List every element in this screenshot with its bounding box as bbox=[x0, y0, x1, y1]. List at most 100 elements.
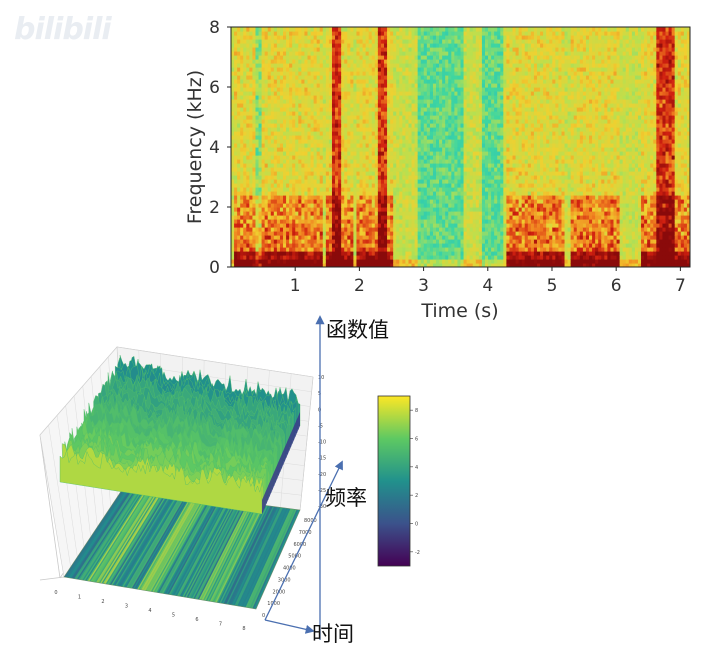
heatmap-cell bbox=[246, 35, 250, 40]
heatmap-cell bbox=[246, 219, 250, 224]
heatmap-cell bbox=[234, 187, 238, 192]
heatmap-cell bbox=[258, 43, 263, 48]
heatmap-cell bbox=[243, 259, 247, 264]
heatmap-cell bbox=[231, 207, 235, 212]
heatmap-cell bbox=[255, 111, 260, 116]
heatmap-cell bbox=[234, 135, 238, 140]
heatmap-cell bbox=[261, 215, 266, 220]
heatmap-cell bbox=[258, 239, 263, 244]
heatmap-cell bbox=[264, 99, 269, 104]
heatmap-cell bbox=[252, 163, 257, 168]
heatmap-cell bbox=[255, 59, 260, 64]
heatmap-cell bbox=[234, 163, 238, 168]
heatmap-cell bbox=[231, 239, 235, 244]
heatmap-cell bbox=[258, 171, 263, 176]
heatmap-cell bbox=[237, 223, 241, 228]
heatmap-cell bbox=[264, 79, 269, 84]
heatmap-cell bbox=[231, 255, 235, 260]
heatmap-cell bbox=[255, 67, 260, 72]
heatmap-cell bbox=[237, 103, 241, 108]
heatmap-cell bbox=[234, 227, 238, 232]
heatmap-cell bbox=[243, 183, 247, 188]
heatmap-cell bbox=[243, 103, 247, 108]
heatmap-cell bbox=[234, 235, 238, 240]
heatmap-cell bbox=[258, 259, 263, 264]
heatmap-cell bbox=[261, 139, 266, 144]
heatmap-cell bbox=[258, 103, 263, 108]
heatmap-cell bbox=[231, 103, 235, 108]
heatmap-cell bbox=[261, 211, 266, 216]
heatmap-cell bbox=[258, 107, 263, 112]
heatmap-cell bbox=[231, 111, 235, 116]
heatmap-cell bbox=[243, 35, 247, 40]
heatmap-cell bbox=[234, 115, 238, 120]
heatmap-cell bbox=[234, 51, 238, 56]
heatmap-cell bbox=[246, 231, 250, 236]
heatmap-cell bbox=[255, 135, 260, 140]
heatmap-cell bbox=[231, 63, 235, 68]
heatmap-cell bbox=[246, 39, 250, 44]
heatmap-cell bbox=[246, 107, 250, 112]
heatmap-cell bbox=[267, 223, 272, 228]
heatmap-cell bbox=[243, 203, 247, 208]
heatmap-cell bbox=[243, 75, 247, 80]
heatmap-cell bbox=[246, 83, 250, 88]
heatmap-cell bbox=[237, 179, 241, 184]
heatmap-cell bbox=[240, 243, 244, 248]
heatmap-cell bbox=[240, 223, 244, 228]
heatmap-cell bbox=[246, 27, 250, 32]
heatmap-cell bbox=[234, 131, 238, 136]
heatmap-cell bbox=[252, 203, 257, 208]
heatmap-cell bbox=[258, 199, 263, 204]
heatmap-cell bbox=[264, 55, 269, 60]
heatmap-cell bbox=[243, 159, 247, 164]
heatmap-cell bbox=[237, 39, 241, 44]
heatmap-cell bbox=[252, 55, 257, 60]
heatmap-cell bbox=[243, 187, 247, 192]
heatmap-cell bbox=[240, 107, 244, 112]
heatmap-cell bbox=[240, 131, 244, 136]
heatmap-cell bbox=[240, 155, 244, 160]
heatmap-cell bbox=[252, 91, 257, 96]
heatmap-cell bbox=[258, 255, 263, 260]
heatmap-cell bbox=[240, 71, 244, 76]
heatmap-cell bbox=[261, 167, 266, 172]
heatmap-cell bbox=[249, 63, 254, 68]
heatmap-cell bbox=[231, 179, 235, 184]
heatmap-cell bbox=[249, 251, 254, 256]
heatmap-cell bbox=[249, 151, 254, 156]
heatmap-cell bbox=[243, 91, 247, 96]
heatmap-cell bbox=[246, 263, 250, 267]
heatmap-cell bbox=[231, 135, 235, 140]
heatmap-cell bbox=[261, 231, 266, 236]
heatmap-cell bbox=[249, 119, 254, 124]
heatmap-cell bbox=[246, 103, 250, 108]
heatmap-cell bbox=[231, 31, 235, 36]
heatmap-cell bbox=[258, 139, 263, 144]
heatmap-cell bbox=[240, 99, 244, 104]
heatmap-cell bbox=[264, 119, 269, 124]
heatmap-cell bbox=[234, 55, 238, 60]
heatmap-cell bbox=[243, 71, 247, 76]
heatmap-cell bbox=[240, 111, 244, 116]
heatmap-cell bbox=[246, 115, 250, 120]
heatmap-cell bbox=[249, 195, 254, 200]
heatmap-cell bbox=[261, 131, 266, 136]
heatmap-cell bbox=[255, 91, 260, 96]
heatmap-cell bbox=[240, 135, 244, 140]
heatmap-cell bbox=[237, 71, 241, 76]
heatmap-cell bbox=[258, 39, 263, 44]
heatmap-cell bbox=[246, 131, 250, 136]
heatmap-cell bbox=[243, 39, 247, 44]
heatmap-cell bbox=[249, 239, 254, 244]
heatmap-cell bbox=[258, 163, 263, 168]
heatmap-cell bbox=[261, 71, 266, 76]
heatmap-cell bbox=[261, 87, 266, 92]
heatmap-cell bbox=[264, 43, 269, 48]
heatmap-cell bbox=[258, 119, 263, 124]
heatmap-cell bbox=[249, 39, 254, 44]
heatmap-cell bbox=[255, 211, 260, 216]
heatmap-cell bbox=[255, 143, 260, 148]
heatmap-cell bbox=[237, 147, 241, 152]
heatmap-cell bbox=[237, 191, 241, 196]
